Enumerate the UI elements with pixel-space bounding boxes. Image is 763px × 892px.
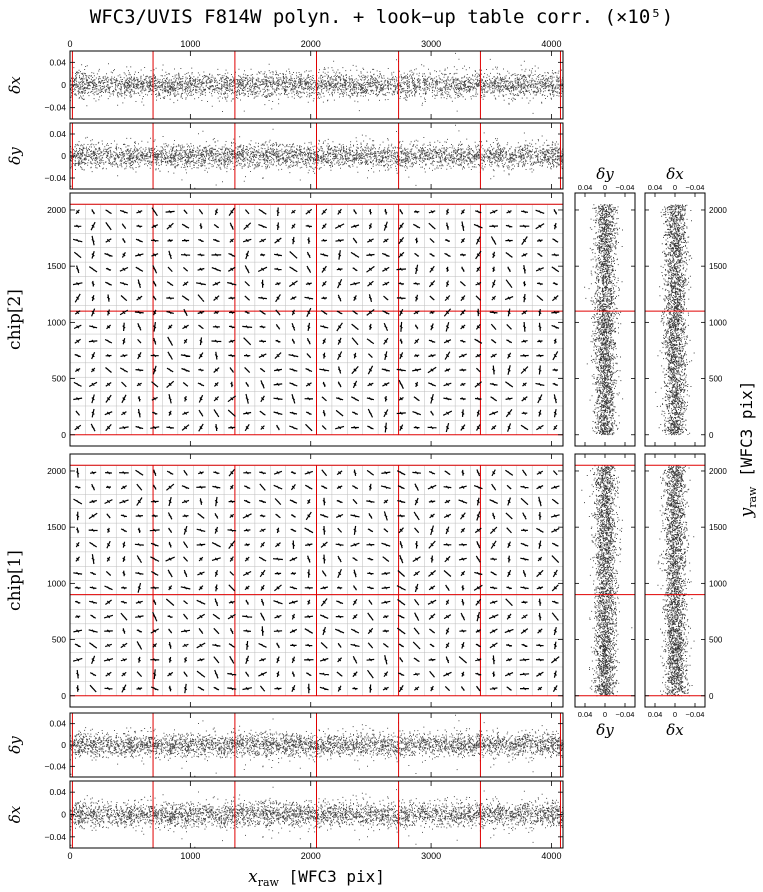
y-tick-label: −0.04 [44, 103, 66, 113]
y-tick-label: 0.04 [49, 787, 66, 797]
panel-frame [644, 192, 706, 447]
x-tick-label: 0 [673, 710, 677, 719]
x-tick-label: 0 [603, 710, 607, 719]
panel-frame [69, 453, 564, 708]
y-tick-label: −0.04 [44, 173, 66, 183]
x-tick-label: 0.04 [648, 183, 663, 192]
axis-label: chip[2] [5, 289, 25, 350]
x-tick-label: 2000 [301, 851, 321, 861]
side-axis-label: δy [596, 721, 614, 739]
panel-chip2: 0 500 1000 1500 2000 chip[2] [5, 193, 564, 446]
x-tick-label: 4000 [541, 39, 561, 49]
residual-vectors [72, 207, 560, 433]
scatter-points [70, 786, 564, 848]
x-tick-label: 1000 [180, 39, 200, 49]
y-axis-label: yraw [WFC3 pix] [737, 381, 759, 519]
y-tick-label: 0 [709, 692, 714, 701]
y-tick-label: 1500 [47, 522, 66, 532]
scatter-points [657, 465, 695, 697]
y-tick-label: 500 [52, 635, 66, 645]
x-tick-label: 0.04 [578, 710, 593, 719]
y-tick-label: 0 [61, 691, 66, 701]
y-tick-label: 0.04 [49, 129, 66, 139]
y-tick-label: −0.04 [44, 832, 66, 842]
y-tick-label: 2000 [709, 206, 727, 215]
scatter-points [581, 465, 633, 697]
panel-frame [69, 712, 564, 778]
y-tick-label: 0 [61, 430, 66, 440]
residual-vectors [72, 467, 560, 694]
panel-side-dx-vs-y-chip1: 0.04 0 −0.04 0 500 1000 1500 2000 δx [645, 454, 727, 739]
y-tick-label: 0 [61, 80, 66, 90]
y-tick-label: 0 [61, 151, 66, 161]
panel-bottom-dy-vs-x: 0.04 0 −0.04 δy [6, 713, 564, 777]
x-tick-label: 0 [67, 39, 72, 49]
panel-side-dx-vs-y-chip2: 0.04 0 −0.04 0 500 1000 1500 2000 δx [645, 165, 727, 446]
panel-frame [69, 122, 564, 190]
scatter-points [70, 52, 564, 114]
side-axis-label: δx [666, 721, 684, 739]
y-tick-label: 0.04 [49, 57, 66, 67]
panel-frame [69, 192, 564, 447]
y-tick-label: 0.04 [49, 719, 66, 729]
side-axis-label: δx [666, 165, 684, 183]
x-tick-label: −0.04 [686, 183, 705, 192]
axis-label: δy [6, 147, 24, 165]
y-tick-label: 1000 [709, 579, 727, 588]
x-tick-label: 0 [67, 851, 72, 861]
y-tick-label: 2000 [47, 205, 66, 215]
y-tick-label: 1500 [47, 261, 66, 271]
y-tick-label: 2000 [709, 467, 727, 476]
scatter-points [584, 204, 624, 436]
x-axis-label: xraw [WFC3 pix] [248, 867, 385, 889]
x-tick-label: 4000 [541, 851, 561, 861]
axis-label: δx [6, 76, 24, 94]
panel-top-dy-vs-x: 0.04 0 −0.04 δy [6, 123, 564, 189]
axis-label: chip[1] [5, 550, 25, 611]
panel-frame [69, 780, 564, 849]
x-tick-label: 0 [673, 183, 677, 192]
axis-label: δy [6, 736, 24, 754]
panel-chip1: 0 500 1000 1500 2000 chip[1] [5, 454, 564, 707]
side-axis-label: δy [596, 165, 614, 183]
axis-label: δx [6, 805, 24, 823]
y-tick-label: 2000 [47, 466, 66, 476]
panel-frame [574, 453, 636, 708]
x-tick-label: −0.04 [616, 183, 635, 192]
y-tick-label: 500 [709, 636, 723, 645]
y-tick-label: 1500 [709, 523, 727, 532]
x-tick-label: 1000 [180, 851, 200, 861]
panel-frame [574, 192, 636, 447]
y-tick-label: 1500 [709, 262, 727, 271]
x-tick-label: 3000 [421, 39, 441, 49]
x-tick-label: 0.04 [578, 183, 593, 192]
panel-frame [69, 50, 564, 120]
y-tick-label: 1000 [47, 578, 66, 588]
panel-frame [644, 453, 706, 708]
y-tick-label: 0 [61, 810, 66, 820]
x-tick-label: 3000 [421, 851, 441, 861]
y-tick-label: 1000 [709, 318, 727, 327]
y-tick-label: 500 [52, 374, 66, 384]
y-tick-label: 0 [61, 740, 66, 750]
x-tick-label: 0 [603, 183, 607, 192]
figure-title: WFC3/UVIS F814W polyn. + look−up table c… [89, 6, 674, 28]
y-tick-label: −0.04 [44, 761, 66, 771]
x-tick-label: 0.04 [648, 710, 663, 719]
y-tick-label: 1000 [47, 317, 66, 327]
scatter-points [655, 204, 695, 436]
x-tick-label: −0.04 [686, 710, 705, 719]
scatter-points [70, 714, 564, 777]
y-tick-label: 0 [709, 431, 714, 440]
x-tick-label: 2000 [301, 39, 321, 49]
x-tick-label: −0.04 [616, 710, 635, 719]
y-tick-label: 500 [709, 375, 723, 384]
